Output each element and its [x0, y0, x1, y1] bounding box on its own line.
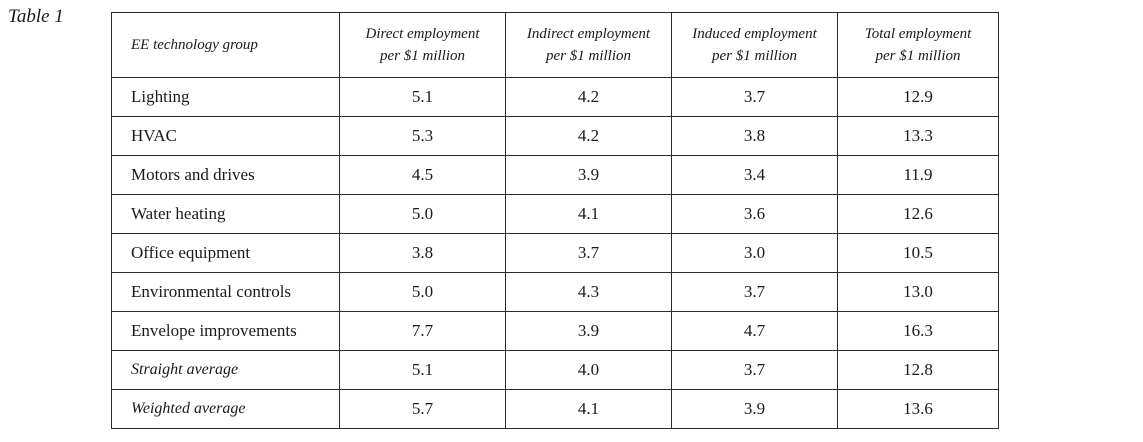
cell-total: 12.6: [837, 194, 999, 234]
cell-induced: 3.0: [671, 233, 838, 273]
cell-induced: 3.9: [671, 389, 838, 429]
header-indirect-employment: Indirect employment per $1 million: [505, 12, 672, 78]
cell-indirect: 4.1: [505, 194, 672, 234]
cell-direct: 5.0: [339, 194, 506, 234]
cell-indirect: 4.2: [505, 116, 672, 156]
cell-group: Weighted average: [111, 389, 340, 429]
cell-direct: 5.7: [339, 389, 506, 429]
cell-total: 12.9: [837, 77, 999, 117]
table-row: Water heating 5.0 4.1 3.6 12.6: [111, 194, 999, 234]
cell-indirect: 4.0: [505, 350, 672, 390]
header-line: per $1 million: [875, 48, 961, 64]
cell-group: Straight average: [111, 350, 340, 390]
cell-induced: 4.7: [671, 311, 838, 351]
cell-direct: 3.8: [339, 233, 506, 273]
table-row: Office equipment 3.8 3.7 3.0 10.5: [111, 233, 999, 273]
header-line: Direct employment: [365, 26, 480, 42]
cell-indirect: 4.1: [505, 389, 672, 429]
cell-total: 13.3: [837, 116, 999, 156]
cell-direct: 7.7: [339, 311, 506, 351]
cell-induced: 3.8: [671, 116, 838, 156]
cell-direct: 5.1: [339, 77, 506, 117]
cell-induced: 3.7: [671, 77, 838, 117]
cell-group: Motors and drives: [111, 155, 340, 195]
cell-group: Water heating: [111, 194, 340, 234]
header-line: Indirect employment: [526, 26, 651, 42]
cell-indirect: 4.2: [505, 77, 672, 117]
cell-group: HVAC: [111, 116, 340, 156]
cell-direct: 4.5: [339, 155, 506, 195]
cell-total: 16.3: [837, 311, 999, 351]
header-line: EE technology group: [131, 37, 258, 53]
header-induced-employment: Induced employment per $1 million: [671, 12, 838, 78]
table-row-weighted-average: Weighted average 5.7 4.1 3.9 13.6: [111, 389, 999, 429]
cell-indirect: 4.3: [505, 272, 672, 312]
cell-direct: 5.3: [339, 116, 506, 156]
table-row: Motors and drives 4.5 3.9 3.4 11.9: [111, 155, 999, 195]
cell-indirect: 3.7: [505, 233, 672, 273]
cell-total: 12.8: [837, 350, 999, 390]
cell-total: 11.9: [837, 155, 999, 195]
cell-group: Environmental controls: [111, 272, 340, 312]
header-ee-technology-group: EE technology group: [111, 12, 340, 78]
table-row: HVAC 5.3 4.2 3.8 13.3: [111, 116, 999, 156]
table-row: Envelope improvements 7.7 3.9 4.7 16.3: [111, 311, 999, 351]
cell-induced: 3.6: [671, 194, 838, 234]
header-line: per $1 million: [546, 48, 631, 64]
table-caption: Table 1: [8, 6, 64, 27]
header-direct-employment: Direct employment per $1 million: [339, 12, 506, 78]
header-line: per $1 million: [380, 48, 465, 64]
header-line: per $1 million: [712, 48, 797, 64]
cell-direct: 5.1: [339, 350, 506, 390]
employment-table: EE technology group Direct employment pe…: [111, 12, 999, 429]
cell-induced: 3.7: [671, 272, 838, 312]
cell-induced: 3.7: [671, 350, 838, 390]
cell-indirect: 3.9: [505, 311, 672, 351]
header-total-employment: Total employment per $1 million: [837, 12, 999, 78]
cell-indirect: 3.9: [505, 155, 672, 195]
cell-group: Office equipment: [111, 233, 340, 273]
table-row: Environmental controls 5.0 4.3 3.7 13.0: [111, 272, 999, 312]
cell-group: Lighting: [111, 77, 340, 117]
header-line: Total employment: [864, 26, 972, 42]
cell-induced: 3.4: [671, 155, 838, 195]
table-row-straight-average: Straight average 5.1 4.0 3.7 12.8: [111, 350, 999, 390]
cell-direct: 5.0: [339, 272, 506, 312]
cell-group: Envelope improvements: [111, 311, 340, 351]
cell-total: 13.0: [837, 272, 999, 312]
cell-total: 13.6: [837, 389, 999, 429]
table-header-row: EE technology group Direct employment pe…: [111, 12, 999, 78]
header-line: Induced employment: [692, 26, 817, 42]
table-row: Lighting 5.1 4.2 3.7 12.9: [111, 77, 999, 117]
cell-total: 10.5: [837, 233, 999, 273]
